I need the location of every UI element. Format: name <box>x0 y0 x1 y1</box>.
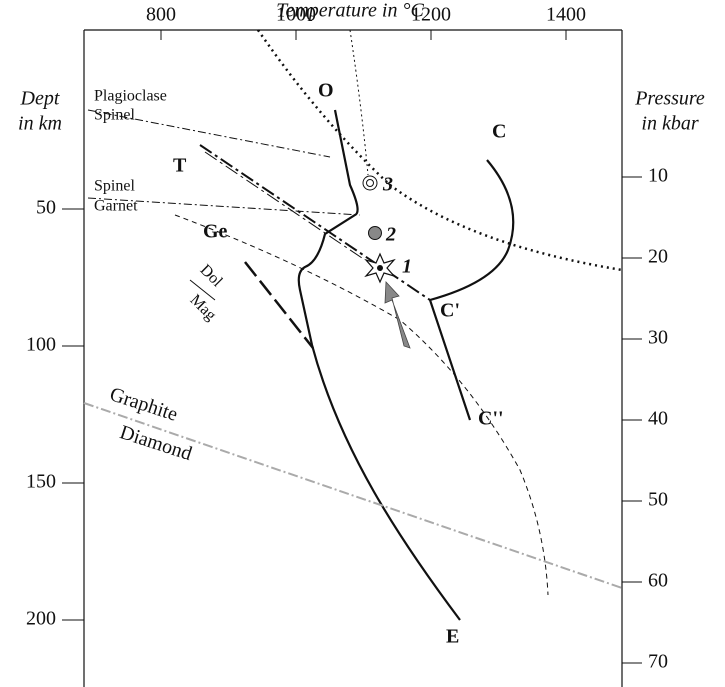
star-center <box>377 265 383 271</box>
right-tick-label: 40 <box>648 408 668 430</box>
right-tick-label: 20 <box>648 246 668 268</box>
thin-dotted-curve <box>349 29 369 176</box>
label: 1 <box>402 256 412 278</box>
top-tick-label: 1000 <box>276 4 316 26</box>
label: T <box>173 155 187 177</box>
label: E <box>446 626 459 648</box>
t-line <box>199 144 431 301</box>
left-tick-label: 100 <box>26 334 56 356</box>
label: C' <box>440 300 460 322</box>
label: Mag <box>187 291 220 324</box>
point-2 <box>368 226 382 240</box>
left-tick-label: 150 <box>26 471 56 493</box>
fraction-bar <box>189 279 216 301</box>
label: C <box>492 121 506 143</box>
left-tick-label: 50 <box>36 197 56 219</box>
right-tick-label: 60 <box>648 570 668 592</box>
left-tick-label: 200 <box>26 608 56 630</box>
c-curve <box>428 159 515 421</box>
top-axis-title: Temperature in °C <box>276 0 424 22</box>
right-axis-title: in kbar <box>641 113 698 135</box>
right-tick-label: 70 <box>648 651 668 673</box>
label: Spinel <box>94 178 135 195</box>
arrow <box>384 281 411 349</box>
right-tick-label: 30 <box>648 327 668 349</box>
label: Garnet <box>94 198 138 215</box>
plag-spinel-line <box>87 109 331 158</box>
right-tick-label: 50 <box>648 489 668 511</box>
graphite-diamond-line <box>83 402 623 589</box>
point-3-inner <box>366 179 374 187</box>
right-axis-title: Pressure <box>634 88 705 110</box>
spinel-garnet-line <box>87 197 361 216</box>
ge-line <box>174 214 549 596</box>
label: Plagioclase <box>94 88 167 105</box>
dol-mag-line <box>244 261 314 349</box>
top-tick-label: 1200 <box>411 4 451 26</box>
label: Spinel <box>94 107 135 124</box>
label: Graphite <box>107 383 180 426</box>
top-tick-label: 800 <box>146 4 176 26</box>
left-axis-title: in km <box>18 113 62 135</box>
right-tick-label: 10 <box>648 165 668 187</box>
label: 2 <box>385 224 396 246</box>
left-axis-title: Dept <box>20 88 60 110</box>
t-line-2 <box>204 151 363 259</box>
label: Dol <box>197 261 226 290</box>
label: Ge <box>203 221 228 243</box>
o-e-curve <box>297 109 461 621</box>
label: C'' <box>478 408 504 430</box>
dotted-curve <box>256 29 623 272</box>
top-tick-label: 1400 <box>546 4 586 26</box>
label: 3 <box>382 174 393 196</box>
label: O <box>318 80 334 102</box>
curves <box>83 29 623 621</box>
